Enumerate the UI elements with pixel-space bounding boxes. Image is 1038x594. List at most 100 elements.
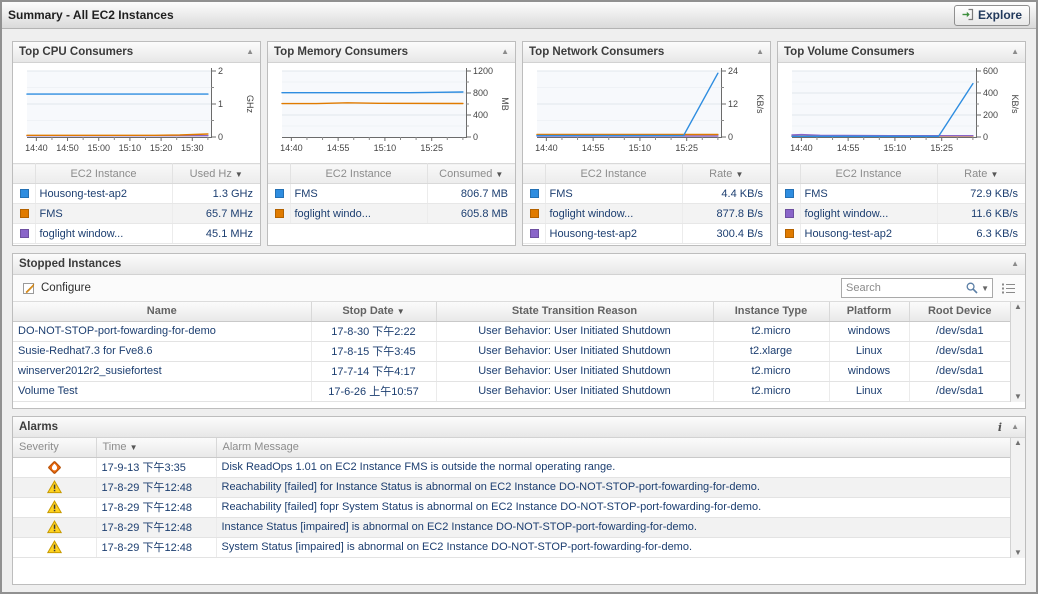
instance-name[interactable]: foglight window...	[545, 203, 683, 224]
column-header-state-transition-reason[interactable]: State Transition Reason	[436, 302, 714, 322]
swatch-cell	[13, 183, 36, 204]
search-icon[interactable]	[965, 281, 979, 295]
consumer-row[interactable]: Housong-test-ap2 300.4 B/s	[523, 223, 770, 244]
swatch-cell	[13, 223, 36, 244]
consumer-chart: 0 1 2 14:40 14:50 15:00 15:10 15:20 15:30 GHz	[25, 66, 255, 153]
consumer-row[interactable]: foglight window... 45.1 MHz	[13, 223, 260, 244]
explore-button[interactable]: Explore	[953, 4, 1030, 26]
instance-name[interactable]: foglight window...	[800, 203, 938, 224]
instance-name-cell[interactable]: winserver2012r2_susiefortest	[13, 361, 312, 382]
instance-detail-cell: 17-8-30 下午2:22	[311, 321, 437, 342]
consumer-row[interactable]: foglight window... 11.6 KB/s	[778, 203, 1025, 224]
instance-column-header[interactable]: EC2 Instance	[35, 163, 173, 184]
instance-detail-cell: /dev/sda1	[909, 321, 1010, 342]
stopped-instances-table: Name Stop Date ▼ State Transition Reason…	[13, 302, 1010, 402]
svg-text:MB: MB	[500, 97, 510, 111]
instance-name-cell[interactable]: Susie-Redhat7.3 for Fve8.6	[13, 341, 312, 362]
instance-name-cell[interactable]: DO-NOT-STOP-port-fowarding-for-demo	[13, 321, 312, 342]
instance-detail-cell: /dev/sda1	[909, 341, 1010, 362]
info-icon[interactable]: i	[997, 420, 1003, 434]
swatch-column-header	[778, 163, 801, 184]
svg-text:15:10: 15:10	[374, 143, 397, 153]
alarms-vertical-scrollbar[interactable]: ▲ ▼	[1010, 438, 1025, 558]
instance-name[interactable]: foglight window...	[35, 223, 173, 244]
collapse-icon[interactable]: ▲	[756, 47, 764, 56]
search-options-caret-icon[interactable]: ▼	[981, 283, 989, 293]
consumer-row[interactable]: FMS 65.7 MHz	[13, 203, 260, 224]
collapse-icon[interactable]: ▲	[1011, 422, 1019, 431]
instance-column-header[interactable]: EC2 Instance	[800, 163, 938, 184]
instance-detail-cell: t2.micro	[713, 321, 830, 342]
instance-name[interactable]: FMS	[290, 183, 428, 204]
svg-text:2: 2	[218, 66, 223, 76]
customizer-icon[interactable]	[1001, 282, 1016, 295]
svg-text:15:10: 15:10	[884, 143, 907, 153]
alarm-row[interactable]: 17-8-29 下午12:48 System Status [impaired] …	[13, 537, 1010, 558]
stopped-instance-row[interactable]: Susie-Redhat7.3 for Fve8.6 17-8-15 下午3:45…	[13, 341, 1010, 362]
configure-button[interactable]: Configure	[22, 281, 91, 295]
consumer-row[interactable]: Housong-test-ap2 1.3 GHz	[13, 183, 260, 204]
stopped-toolbar: Configure ▼	[13, 275, 1025, 302]
instance-name[interactable]: Housong-test-ap2	[800, 223, 938, 244]
consumer-row[interactable]: foglight windo... 605.8 MB	[268, 203, 515, 224]
alarm-row[interactable]: 17-8-29 下午12:48 Reachability [failed] for…	[13, 477, 1010, 498]
consumer-row[interactable]: Housong-test-ap2 6.3 KB/s	[778, 223, 1025, 244]
consumer-value: 4.4 KB/s	[682, 183, 770, 204]
column-header-time[interactable]: Time ▼	[96, 438, 217, 458]
instance-name[interactable]: FMS	[545, 183, 683, 204]
collapse-icon[interactable]: ▲	[246, 47, 254, 56]
consumer-value: 11.6 KB/s	[937, 203, 1025, 224]
instance-name[interactable]: FMS	[800, 183, 938, 204]
instance-detail-cell: t2.micro	[713, 361, 830, 382]
swatch-cell	[13, 203, 36, 224]
scroll-down-icon[interactable]: ▼	[1014, 391, 1022, 401]
column-header-name[interactable]: Name	[13, 302, 312, 322]
stopped-vertical-scrollbar[interactable]: ▲ ▼	[1010, 302, 1025, 402]
column-header-alarm-message[interactable]: Alarm Message	[216, 438, 1010, 458]
column-header-severity[interactable]: Severity	[13, 438, 97, 458]
instance-column-header[interactable]: EC2 Instance	[290, 163, 428, 184]
value-column-header[interactable]: Rate ▼	[682, 163, 770, 184]
consumer-value: 877.8 B/s	[682, 203, 770, 224]
scroll-up-icon[interactable]: ▲	[1014, 302, 1022, 311]
svg-text:14:40: 14:40	[280, 143, 303, 153]
swatch-column-header	[13, 163, 36, 184]
column-header-root-device[interactable]: Root Device	[909, 302, 1010, 322]
consumer-row[interactable]: FMS 806.7 MB	[268, 183, 515, 204]
scroll-up-icon[interactable]: ▲	[1014, 438, 1022, 447]
consumer-row[interactable]: FMS 4.4 KB/s	[523, 183, 770, 204]
consumer-panel-title: Top Volume Consumers	[784, 46, 915, 58]
instance-name[interactable]: Housong-test-ap2	[35, 183, 173, 204]
value-column-header[interactable]: Rate ▼	[937, 163, 1025, 184]
consumer-row[interactable]: FMS 72.9 KB/s	[778, 183, 1025, 204]
column-header-instance-type[interactable]: Instance Type	[713, 302, 830, 322]
stopped-instance-row[interactable]: Volume Test 17-6-26 上午10:57 User Behavior:…	[13, 381, 1010, 402]
alarm-row[interactable]: 17-8-29 下午12:48 Instance Status [impaired…	[13, 517, 1010, 538]
instance-name[interactable]: Housong-test-ap2	[545, 223, 683, 244]
collapse-icon[interactable]: ▲	[501, 47, 509, 56]
stopped-instance-row[interactable]: winserver2012r2_susiefortest 17-7-14 下午4:…	[13, 361, 1010, 382]
instance-name[interactable]: FMS	[35, 203, 173, 224]
consumer-row[interactable]: foglight window... 877.8 B/s	[523, 203, 770, 224]
column-header-platform[interactable]: Platform	[829, 302, 910, 322]
value-column-header[interactable]: Used Hz ▼	[172, 163, 260, 184]
severity-cell	[13, 537, 97, 558]
stopped-instance-row[interactable]: DO-NOT-STOP-port-fowarding-for-demo 17-8-…	[13, 321, 1010, 342]
instance-detail-cell: 17-8-15 下午3:45	[311, 341, 437, 362]
alarm-row[interactable]: 17-9-13 下午3:35 Disk ReadOps 1.01 on EC2 I…	[13, 457, 1010, 478]
svg-text:GHz: GHz	[245, 95, 255, 114]
instance-detail-cell: 17-6-26 上午10:57	[311, 381, 437, 402]
collapse-icon[interactable]: ▲	[1011, 259, 1019, 268]
warning-severity-icon	[46, 520, 62, 534]
instance-name[interactable]: foglight windo...	[290, 203, 428, 224]
value-column-header[interactable]: Consumed ▼	[427, 163, 515, 184]
scroll-down-icon[interactable]: ▼	[1014, 547, 1022, 557]
search-input[interactable]	[842, 282, 966, 294]
instance-column-header[interactable]: EC2 Instance	[545, 163, 683, 184]
collapse-icon[interactable]: ▲	[1011, 47, 1019, 56]
svg-text:15:20: 15:20	[150, 143, 173, 153]
alarm-row[interactable]: 17-8-29 下午12:48 Reachability [failed] fop…	[13, 497, 1010, 518]
instance-name-cell[interactable]: Volume Test	[13, 381, 312, 402]
column-header-stop-date[interactable]: Stop Date ▼	[311, 302, 437, 322]
configure-label: Configure	[41, 282, 91, 294]
